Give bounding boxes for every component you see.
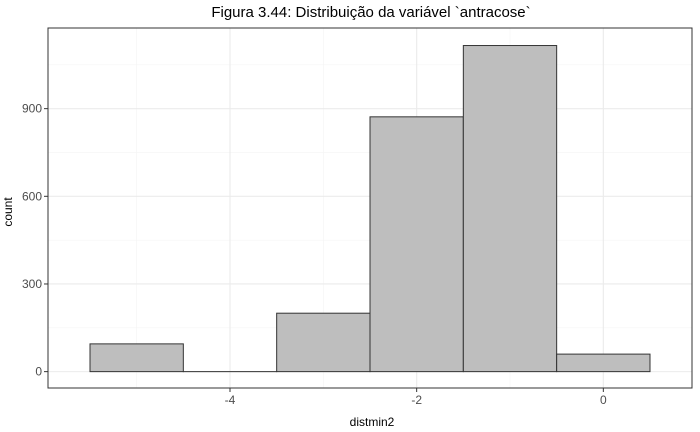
histogram-bar — [556, 353, 651, 373]
x-tick-label: -4 — [225, 393, 236, 407]
y-axis-title: count — [1, 197, 15, 227]
x-tick-label: -2 — [411, 393, 422, 407]
y-tick-label: 900 — [22, 102, 42, 116]
x-tick-label: 0 — [600, 393, 607, 407]
panel-border — [47, 27, 693, 389]
y-tick-label: 600 — [22, 189, 42, 203]
chart-title: Figura 3.44: Distribuição da variável `a… — [211, 4, 530, 21]
axis-ticks — [44, 108, 604, 392]
y-tick-label: 0 — [35, 365, 42, 379]
histogram-bars — [89, 45, 651, 373]
x-axis-title: distmin2 — [350, 415, 395, 429]
x-tick-labels: -4 -2 0 — [225, 393, 607, 407]
histogram-bar — [462, 45, 558, 373]
histogram-bar — [369, 116, 464, 373]
histogram-bar — [89, 343, 184, 373]
y-tick-label: 300 — [22, 277, 42, 291]
histogram-bar — [276, 312, 371, 373]
y-tick-labels: 0 300 600 900 — [22, 102, 42, 379]
